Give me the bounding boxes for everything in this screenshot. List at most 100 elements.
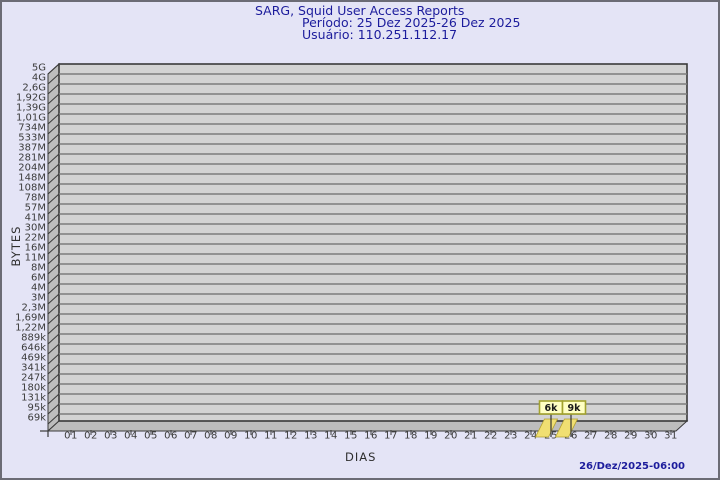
wall-hatch [47,273,60,285]
wall-hatch [47,383,60,395]
x-tick-label: 21 [464,431,478,442]
y-tick-label: 1,69M [15,313,46,324]
wall-hatch [47,293,60,305]
wall-hatch [47,243,60,255]
chart-floor [46,420,689,432]
y-tick-label: 247k [21,373,46,384]
wall-hatch [47,263,60,275]
y-tick-label: 30M [25,223,46,234]
y-tick-label: 4M [31,283,46,294]
wall-hatch [47,223,60,235]
y-tick-label: 469k [21,353,46,364]
x-tick-label: 22 [484,431,498,442]
x-tick-label: 20 [444,431,458,442]
wall-hatch [47,203,60,215]
bar-day-26 [554,418,579,438]
bar-day-25 [534,418,559,438]
wall-hatch [47,343,60,355]
chart-subtitle-period: Período: 25 Dez 2025-26 Dez 2025 [302,15,521,30]
y-tick-label: 533M [18,133,46,144]
y-tick-label: 8M [31,263,46,274]
y-tick-label: 341k [21,363,46,374]
y-tick-label: 6M [31,273,46,284]
wall-hatch [47,373,60,385]
wall-hatch [47,363,60,375]
wall-hatch [47,213,60,225]
bar-value-label: 9k [568,403,582,414]
y-tick-label: 2,3M [21,303,46,314]
wall-hatch [47,323,60,335]
x-tick-label: 03 [104,431,118,442]
y-tick-label: 78M [25,193,46,204]
generation-timestamp: 26/Dez/2025-06:00 [579,461,685,472]
x-tick-label: 02 [84,431,98,442]
x-tick-label: 07 [184,431,198,442]
wall-hatch [47,303,60,315]
wall-hatch [47,133,60,145]
y-tick-label: 148M [18,173,46,184]
wall-hatch [47,193,60,205]
wall-hatch [47,173,60,185]
y-tick-label: 57M [25,203,46,214]
x-tick-label: 10 [244,431,258,442]
y-tick-label: 5G [32,63,46,74]
x-tick-label: 31 [664,431,678,442]
chart-plot-face [58,63,688,422]
wall-hatch [47,153,60,165]
y-tick-label: 1,92G [16,93,46,104]
x-tick-label: 24 [524,431,538,442]
x-tick-label: 01 [64,431,78,442]
y-tick-label: 69k [27,413,46,424]
y-tick-label: 4G [32,73,46,84]
y-tick-label: 387M [18,143,46,154]
y-tick-label: 889k [21,333,46,344]
wall-hatch [47,353,60,365]
wall-hatch [47,113,60,125]
x-tick-label: 19 [424,431,438,442]
bar-value-label: 6k [545,403,559,414]
y-tick-label: 281M [18,153,46,164]
y-tick-label: 2,6G [22,83,46,94]
y-tick-label: 180k [21,383,46,394]
wall-hatch [47,73,60,85]
wall-hatch [47,393,60,405]
x-tick-label: 23 [504,431,518,442]
x-tick-label: 14 [324,431,338,442]
wall-hatch [47,63,60,75]
wall-hatch [47,123,60,135]
x-tick-label: 04 [124,431,138,442]
x-tick-label: 11 [264,431,278,442]
x-tick-label: 08 [204,431,218,442]
wall-hatch [47,313,60,325]
wall-hatch [47,93,60,105]
x-tick-label: 13 [304,431,318,442]
y-tick-label: 22M [25,233,46,244]
y-tick-label: 1,01G [16,113,46,124]
wall-hatch [47,413,60,425]
x-tick-label: 16 [364,431,378,442]
x-tick-label: 17 [384,431,398,442]
x-axis-label: DIAS [345,450,377,464]
wall-hatch [47,403,60,415]
wall-hatch [47,183,60,195]
wall-hatch [47,233,60,245]
x-tick-label: 28 [604,431,618,442]
y-axis-label: BYTES [9,225,23,267]
y-tick-label: 16M [25,243,46,254]
wall-hatch [47,163,60,175]
wall-hatch [47,283,60,295]
wall-hatch [47,83,60,95]
x-tick-label: 15 [344,431,358,442]
y-tick-label: 108M [18,183,46,194]
chart-title: SARG, Squid User Access Reports [255,3,465,18]
y-tick-label: 1,22M [15,323,46,334]
y-tick-label: 41M [25,213,46,224]
wall-hatch [47,143,60,155]
y-tick-label: 204M [18,163,46,174]
x-tick-label: 29 [624,431,638,442]
bar-value-box [561,400,587,415]
y-tick-label: 95k [27,403,46,414]
x-tick-label: 06 [164,431,178,442]
